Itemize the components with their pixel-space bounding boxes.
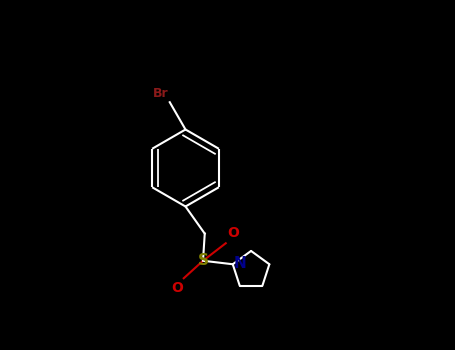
Text: O: O [171, 281, 183, 295]
Text: O: O [227, 226, 239, 240]
Text: Br: Br [152, 88, 168, 100]
Text: S: S [197, 253, 208, 268]
Text: N: N [234, 256, 247, 271]
